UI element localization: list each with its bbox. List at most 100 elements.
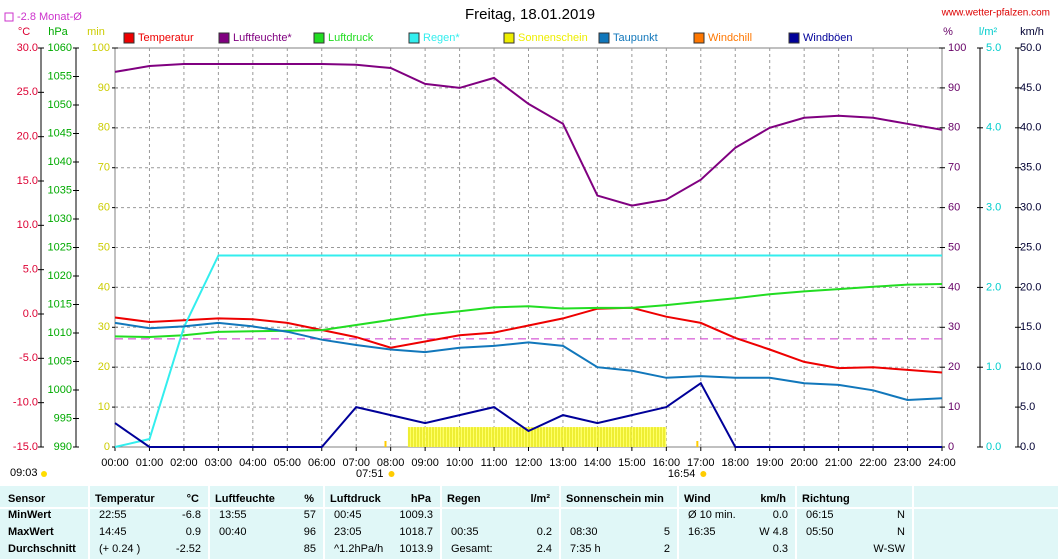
annotation: 16:54 [668,468,696,480]
y-tick-label: 1060 [48,42,72,54]
table-cell: Ø 10 min. [688,509,736,521]
legend-label: Windböen [803,32,853,44]
y-tick-label: 10.0 [17,219,38,231]
table-cell: Gesamt: [451,543,493,555]
y-tick-label: 5.0 [986,42,1001,54]
sunshine-bar [459,427,477,447]
table-cell: 00:35 [451,526,479,538]
y-tick-label: 100 [92,42,110,54]
table-cell: 13:55 [219,509,247,521]
y-tick-label: 25.0 [1020,241,1041,253]
sunshine-bar [545,427,563,447]
sunshine-bar [614,427,632,447]
sunshine-bar [511,427,529,447]
table-row-label: MinWert [8,509,52,521]
x-tick-label: 05:00 [274,457,302,469]
y-tick-label: 30 [948,321,960,333]
y-tick-label: 50.0 [1020,42,1041,54]
y-tick-label: 0.0 [23,308,38,320]
y-tick-label: 1040 [48,156,72,168]
sunshine-bar [476,427,495,447]
table-header: % [304,493,314,505]
table-header: Regen [447,493,481,505]
source: www.wetter-pfalzen.com [941,8,1050,19]
y-tick-label: 0.0 [986,441,1001,453]
y-tick-label: 45.0 [1020,82,1041,94]
x-tick-label: 19:00 [756,457,784,469]
sunshine-bar [562,427,581,447]
table-cell: 0.9 [186,526,201,538]
series-line [114,254,942,448]
y-tick-label: 25.0 [17,86,38,98]
table-row-label: MaxWert [8,526,54,538]
x-tick-label: 04:00 [239,457,267,469]
y-tick-label: 20 [948,361,960,373]
y-tick-label: 5.0 [23,264,38,276]
table-cell: 06:15 [806,509,834,521]
x-tick-label: 21:00 [825,457,853,469]
axis-unit: min [87,26,105,38]
sunshine-bar [631,427,650,447]
chart-title: Freitag, 18.01.2019 [465,6,595,23]
axis-unit: % [943,26,953,38]
x-tick-label: 18:00 [721,457,749,469]
table-background [0,486,1058,559]
series-line [114,283,943,339]
table-cell: 0.3 [773,543,788,555]
y-tick-label: 1015 [48,298,72,310]
table-cell: 0.0 [773,509,788,521]
x-tick-label: 02:00 [170,457,198,469]
table-cell: 57 [304,509,316,521]
table-header: Luftdruck [330,493,382,505]
table-cell: -2.52 [176,543,201,555]
y-tick-label: 100 [948,42,966,54]
sunshine-bar [494,427,512,447]
table-header: Sensor [8,493,46,505]
x-tick-label: 12:00 [515,457,543,469]
table-header: l/m² [530,493,550,505]
legend-label: Windchill [708,32,752,44]
x-tick-label: 15:00 [618,457,646,469]
y-tick-label: 90 [948,82,960,94]
table-cell: 1013.9 [399,543,433,555]
annotation: 07:51 [356,468,384,480]
legend-label: Luftdruck [328,32,374,44]
table-cell: 22:55 [99,509,127,521]
x-tick-label: 00:00 [101,457,129,469]
y-tick-label: -5.0 [19,352,38,364]
y-tick-label: 10.0 [1020,361,1041,373]
legend-label: Luftfeuchte* [233,32,292,44]
table-cell: 2 [664,543,670,555]
table-cell: 14:45 [99,526,127,538]
legend-swatch [693,32,705,44]
table-header: Wind [684,493,711,505]
y-tick-label: 1020 [48,270,72,282]
series-line [114,381,942,448]
y-tick-label: 15.0 [1020,321,1041,333]
x-tick-label: 20:00 [790,457,818,469]
y-tick-label: 70 [948,162,960,174]
y-tick-label: 5.0 [1020,401,1035,413]
sunshine-bar [442,427,460,447]
table-cell: (+ 0.24 ) [99,543,140,555]
y-tick-label: 2.0 [986,281,1001,293]
y-tick-label: 10 [948,401,960,413]
y-tick-label: 1000 [48,384,72,396]
legend-label: Taupunkt [613,32,658,44]
table-cell: W-SW [873,543,905,555]
y-tick-label: -15.0 [13,441,38,453]
x-tick-label: 09:00 [411,457,439,469]
y-tick-label: 15.0 [17,175,38,187]
table-cell: N [897,526,905,538]
x-tick-label: 14:00 [584,457,612,469]
series-line [114,306,943,374]
y-tick-label: 20 [98,361,110,373]
x-tick-label: 08:00 [377,457,405,469]
axis-unit: hPa [48,26,68,38]
y-tick-label: 0.0 [1020,441,1035,453]
table-cell: 00:45 [334,509,362,521]
sunshine-bar [597,427,615,447]
y-tick-label: 995 [54,412,72,424]
x-tick-label: 17:00 [687,457,715,469]
sun-icon [388,471,395,477]
